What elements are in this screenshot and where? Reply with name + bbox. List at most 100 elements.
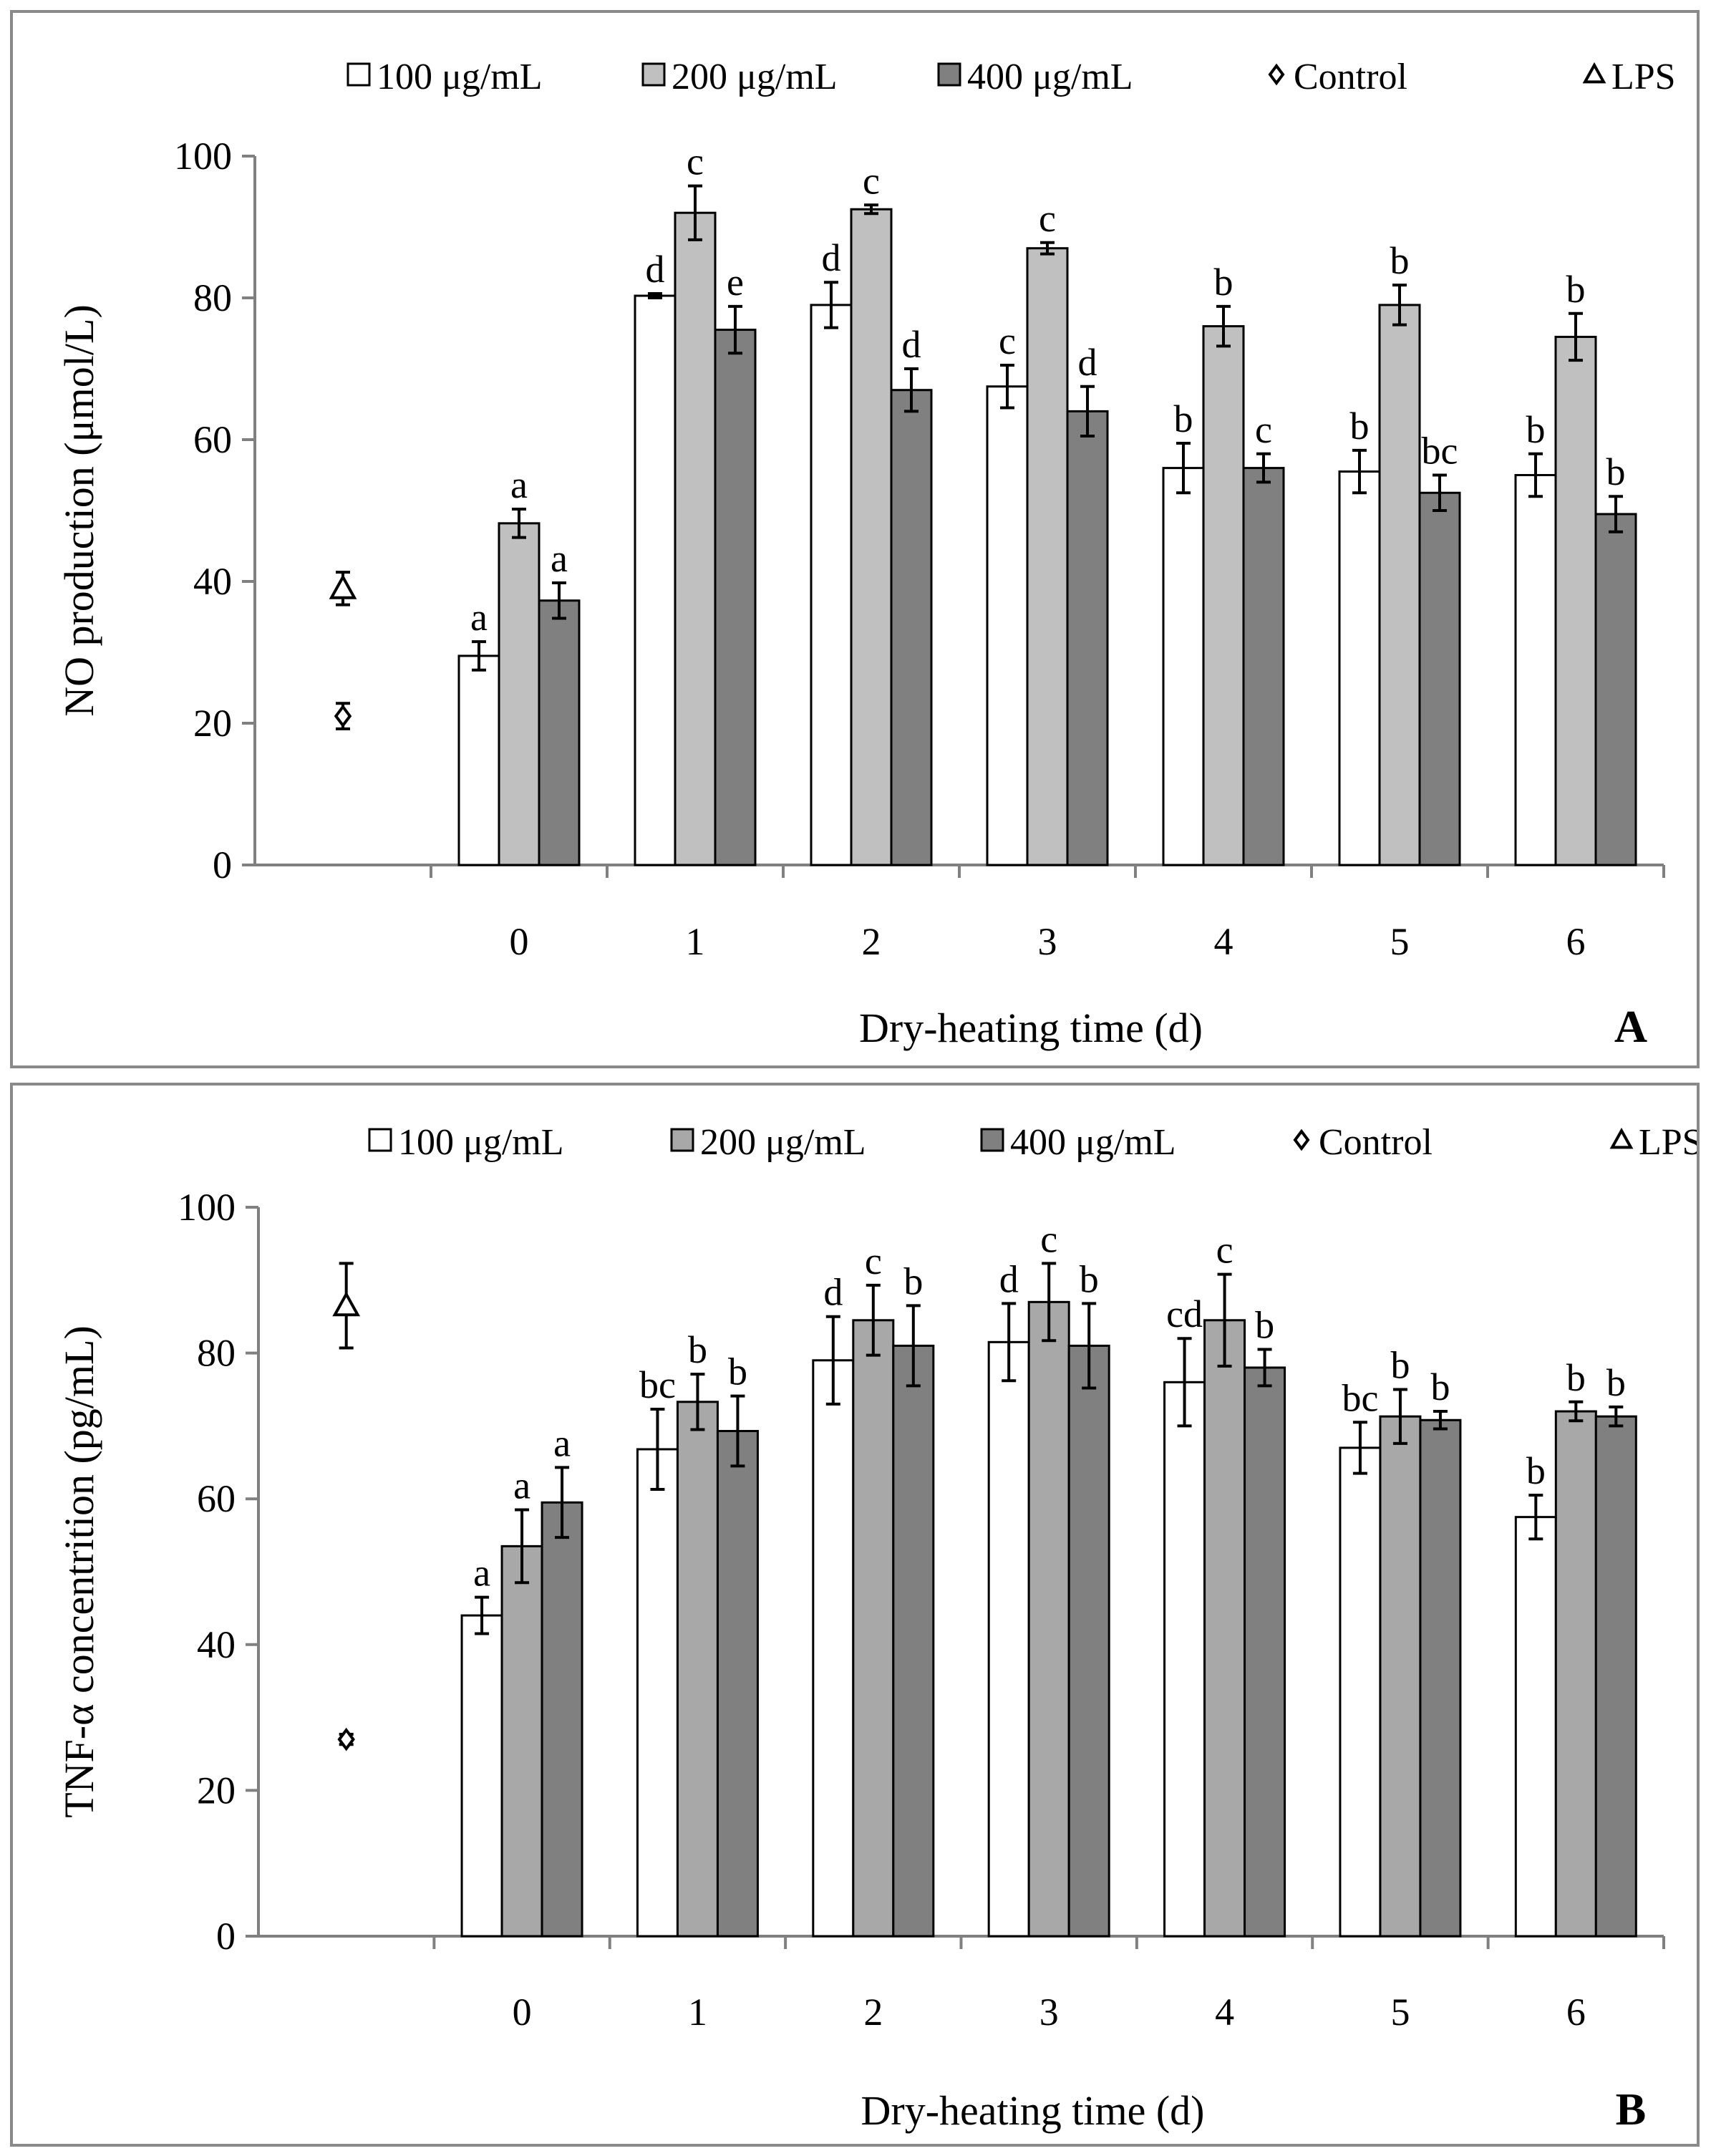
bar <box>1514 474 1557 866</box>
bar <box>1162 467 1205 866</box>
bar <box>986 385 1029 866</box>
y-tick-label: 60 <box>197 1477 236 1520</box>
significance-letter: b <box>1566 1356 1586 1399</box>
bar <box>636 1448 679 1938</box>
significance-letter: c <box>687 140 704 183</box>
bar <box>850 208 893 866</box>
bar <box>1026 247 1069 866</box>
legend-entry: 400 μg/mL <box>967 57 1133 97</box>
bar <box>812 1359 855 1938</box>
legend-marker <box>1293 1128 1310 1151</box>
y-axis-title: TNF-α concentrition (pg/mL) <box>56 1325 102 1818</box>
significance-letter: b <box>1526 1449 1546 1492</box>
bar <box>892 1344 935 1938</box>
lps-marker <box>329 574 357 599</box>
x-tick-label: 3 <box>1039 1991 1059 2034</box>
significance-letter: b <box>1606 450 1626 493</box>
significance-letter: b <box>1255 1304 1274 1347</box>
control-marker <box>334 704 352 728</box>
significance-letter: c <box>1255 408 1272 451</box>
x-tick-label: 0 <box>513 1991 532 2034</box>
bar <box>810 304 853 866</box>
y-tick-label: 0 <box>216 1915 236 1958</box>
significance-letter: a <box>553 1421 571 1464</box>
significance-letter: b <box>1606 1361 1626 1404</box>
x-tick-label: 5 <box>1390 920 1410 963</box>
significance-letter: a <box>510 463 528 506</box>
significance-letter: b <box>1350 405 1370 448</box>
bar <box>1594 513 1637 866</box>
significance-letter: c <box>1039 197 1056 240</box>
bar <box>1419 1418 1462 1938</box>
y-tick-label: 100 <box>174 135 232 178</box>
legend-swatch <box>346 62 371 87</box>
bar <box>1514 1516 1557 1938</box>
control-marker <box>337 1727 355 1751</box>
significance-letter: c <box>863 159 880 202</box>
x-tick-label: 4 <box>1214 920 1233 963</box>
significance-letter: d <box>999 1257 1019 1300</box>
y-tick-label: 80 <box>197 1332 236 1375</box>
y-tick-label: 40 <box>197 1623 236 1666</box>
y-tick-label: 80 <box>193 276 232 319</box>
bar <box>1418 491 1461 866</box>
x-axis-title: Dry-heating time (d) <box>859 1005 1203 1051</box>
chart-panel-b: 0 20 40 60 80 100 0 1 2 3 4 5 6 a bc d d cd bc b a b c c c b b a b b b… <box>10 1083 1703 2147</box>
x-tick-label: 0 <box>510 920 529 963</box>
significance-letter: b <box>903 1260 923 1302</box>
significance-letter: e <box>727 261 744 304</box>
x-tick-label: 1 <box>686 920 705 963</box>
significance-letter: bc <box>1342 1376 1378 1419</box>
legend-swatch <box>641 62 666 87</box>
significance-letter: b <box>1390 239 1410 282</box>
significance-letter: b <box>1080 1257 1099 1300</box>
bar <box>1067 1344 1110 1938</box>
significance-letter: d <box>646 248 665 291</box>
bar <box>852 1319 895 1938</box>
y-tick-label: 100 <box>178 1186 236 1229</box>
bar <box>538 599 581 866</box>
x-tick-label: 4 <box>1215 1991 1234 2034</box>
bar <box>1242 467 1285 866</box>
bar <box>890 389 933 866</box>
bar <box>674 211 717 866</box>
legend-marker <box>1268 63 1285 86</box>
panel-label: A <box>1614 1001 1647 1052</box>
bar <box>1066 410 1109 866</box>
y-tick-label: 20 <box>193 702 232 745</box>
x-axis-title: Dry-heating time (d) <box>861 2087 1205 2134</box>
bar <box>676 1401 719 1938</box>
significance-letter: bc <box>639 1363 676 1406</box>
bar <box>1594 1415 1637 1938</box>
chart-panel-a: 0 20 40 60 80 100 0 1 2 3 4 5 6 a d d c b b b a c c c b b b a e d d c bc… <box>10 10 1700 1068</box>
significance-letter: a <box>470 596 488 639</box>
legend-marker <box>1609 1127 1634 1149</box>
x-tick-label: 6 <box>1566 1991 1586 2034</box>
significance-letter: c <box>999 319 1016 362</box>
significance-letter: d <box>1078 341 1097 384</box>
significance-letter: b <box>1390 1344 1410 1387</box>
bar <box>1339 1446 1382 1938</box>
y-tick-label: 0 <box>213 843 232 886</box>
bar <box>634 294 677 866</box>
significance-letter: b <box>1174 397 1193 440</box>
significance-letter: a <box>551 537 568 580</box>
bar <box>1378 304 1421 866</box>
bar <box>1202 325 1245 866</box>
legend-entry: 100 μg/mL <box>377 57 543 97</box>
bar <box>987 1340 1030 1938</box>
legend-swatch <box>980 1128 1004 1152</box>
significance-letter: bc <box>1422 430 1458 473</box>
significance-letter: d <box>823 1271 843 1314</box>
significance-letter: b <box>1214 261 1233 304</box>
y-tick-label: 60 <box>193 418 232 461</box>
bar <box>1203 1319 1246 1938</box>
legend-entry: 200 μg/mL <box>700 1122 866 1163</box>
significance-letter: c <box>1040 1217 1057 1260</box>
legend-entry: LPS <box>1611 57 1676 97</box>
x-tick-label: 6 <box>1566 920 1586 963</box>
significance-letter: b <box>1526 408 1546 451</box>
legend-marker <box>1582 62 1606 84</box>
